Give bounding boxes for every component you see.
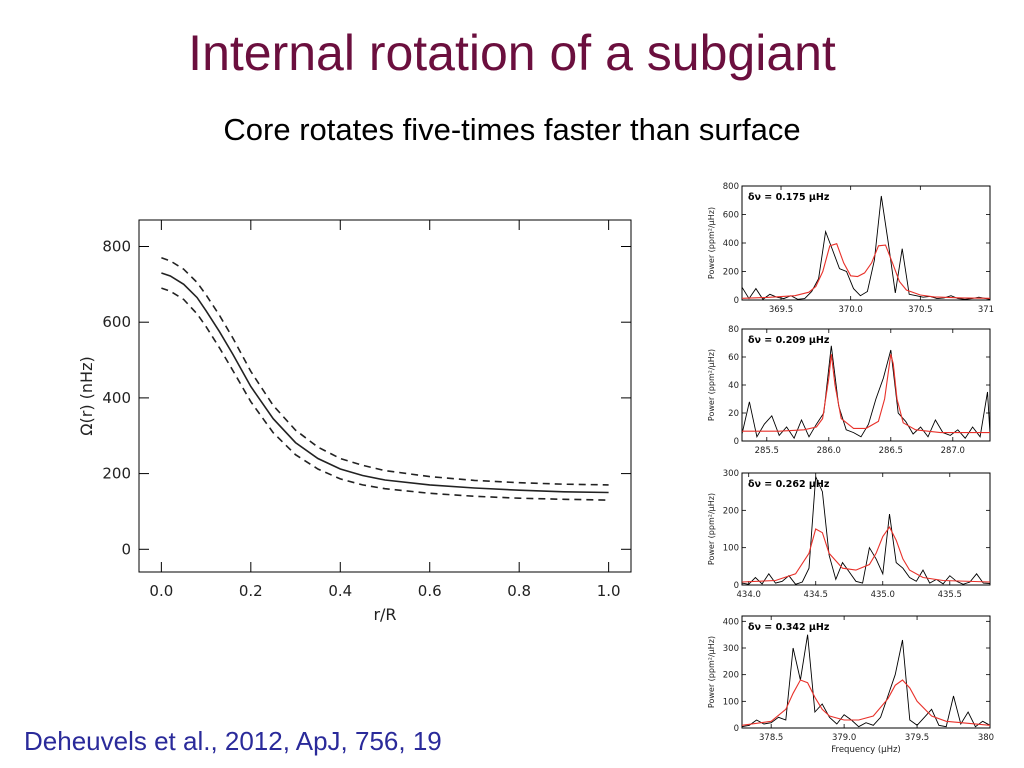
panel-y-tick-label: 80	[728, 325, 739, 335]
panel-y-tick-label: 200	[723, 268, 739, 278]
main-x-tick-label: 0.2	[239, 582, 263, 600]
splitting-annotation: δν = 0.262 μHz	[748, 479, 830, 490]
spectrum-panel-1: 369.5 370.0 370.5 371.0 0 200 400 600 800 δν = 0.…	[707, 182, 994, 315]
panel-y-axis-label: Power (ppm²/μHz)	[707, 207, 716, 279]
spectrum-panel-4: 378.5 379.0 379.5 380.0 0 100 200 300 400 δν = 0.…	[707, 615, 994, 755]
panel-y-tick-label: 800	[723, 182, 739, 192]
panel-x-tick-label: 371.0	[978, 305, 994, 315]
panel-x-tick-label: 285.5	[755, 446, 779, 456]
panel-y-tick-label: 0	[734, 437, 739, 447]
spectrum-panel-2: 285.5 286.0 286.5 287.0 0 20 40 60 80 δν = 0.209 …	[707, 325, 991, 456]
main-y-axis-label: Ω(r) (nHz)	[77, 356, 96, 435]
lorentzian-fit-line	[741, 243, 991, 299]
panel-y-axis-label: Power (ppm²/μHz)	[707, 349, 716, 421]
panel-x-tick-label: 380.0	[978, 733, 994, 743]
panel-y-tick-label: 600	[723, 211, 739, 221]
spectrum-panel-3: 434.0 434.5 435.0 435.5 0 100 200 300 δν = 0.262…	[707, 469, 991, 600]
main-x-tick-label: 0.4	[328, 582, 352, 600]
lorentzian-fit-line	[741, 679, 991, 726]
panel-y-tick-label: 0	[734, 296, 739, 306]
lorentzian-fit-line	[742, 354, 990, 434]
panel-x-tick-label: 370.5	[908, 305, 932, 315]
main-plot-frame	[138, 219, 632, 573]
main-x-axis-label: r/R	[373, 605, 396, 624]
lorentzian-fit-line	[741, 526, 991, 583]
panel-x-tick-label: 435.5	[938, 590, 962, 600]
splitting-annotation: δν = 0.175 μHz	[748, 192, 830, 203]
panel-y-tick-label: 300	[723, 469, 739, 479]
main-series-line-1	[161, 257, 609, 486]
main-x-tick-label: 0.0	[149, 582, 173, 600]
main-y-tick-label: 200	[102, 465, 131, 483]
panel-x-tick-label: 286.5	[879, 446, 903, 456]
main-series-line-2	[161, 287, 609, 501]
main-x-tick-label: 1.0	[597, 582, 621, 600]
main-y-tick-label: 800	[102, 237, 131, 255]
citation: Deheuvels et al., 2012, ApJ, 756, 19	[24, 726, 442, 756]
panel-y-tick-label: 400	[723, 239, 739, 249]
main-y-tick-label: 400	[102, 389, 131, 407]
power-spectrum-line	[741, 345, 991, 440]
panel-x-tick-label: 287.0	[941, 446, 965, 456]
panel-frame	[741, 615, 991, 729]
panel-y-tick-label: 100	[723, 544, 739, 554]
splitting-annotation: δν = 0.342 μHz	[748, 622, 830, 633]
panel-y-axis-label: Power (ppm²/μHz)	[707, 636, 716, 708]
panel-y-tick-label: 40	[728, 381, 739, 391]
panel-frame	[741, 185, 991, 301]
panel-x-tick-label: 379.0	[832, 733, 856, 743]
panel-y-tick-label: 20	[728, 409, 739, 419]
power-spectrum-line	[741, 476, 991, 585]
slide-subtitle: Core rotates five-times faster than surf…	[223, 112, 801, 147]
main-y-tick-label: 0	[121, 540, 131, 558]
panel-x-tick-label: 435.0	[871, 590, 895, 600]
panel-frame	[741, 472, 991, 586]
main-x-tick-label: 0.6	[418, 582, 442, 600]
panel-y-tick-label: 400	[723, 617, 739, 627]
panel-x-tick-label: 379.5	[905, 733, 929, 743]
panel-y-tick-label: 200	[723, 671, 739, 681]
panel-y-tick-label: 100	[723, 697, 739, 707]
panel-x-tick-label: 378.5	[759, 733, 783, 743]
panel-y-tick-label: 0	[734, 581, 739, 591]
slide-title: Internal rotation of a subgiant	[188, 25, 836, 81]
power-spectrum-line	[741, 634, 991, 728]
panel-y-tick-label: 300	[723, 644, 739, 654]
main-x-tick-label: 0.8	[507, 582, 531, 600]
main-y-tick-label: 600	[102, 313, 131, 331]
panel-x-tick-label: 286.0	[817, 446, 841, 456]
main-series-line-0	[161, 272, 609, 494]
panel-x-tick-label: 369.5	[769, 305, 793, 315]
panel-x-tick-label: 434.0	[737, 590, 761, 600]
panel-y-axis-label: Power (ppm²/μHz)	[707, 493, 716, 565]
splitting-annotation: δν = 0.209 μHz	[748, 335, 830, 346]
panel-y-tick-label: 60	[728, 353, 739, 363]
panel-x-tick-label: 370.0	[839, 305, 863, 315]
panel-x-tick-label: 434.5	[804, 590, 828, 600]
panel-x-axis-label: Frequency (μHz)	[831, 745, 901, 755]
panel-y-tick-label: 200	[723, 506, 739, 516]
panel-y-tick-label: 0	[734, 724, 739, 734]
power-spectrum-line	[741, 195, 991, 300]
